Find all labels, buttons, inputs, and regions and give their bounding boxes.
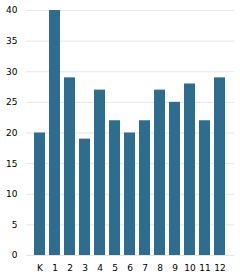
svg-text:12: 12 (214, 263, 225, 273)
svg-text:30: 30 (6, 67, 18, 77)
svg-text:7: 7 (142, 263, 148, 273)
svg-text:10: 10 (184, 263, 196, 273)
svg-text:35: 35 (6, 36, 17, 46)
svg-text:2: 2 (67, 263, 73, 273)
svg-text:3: 3 (82, 263, 88, 273)
svg-text:25: 25 (6, 97, 17, 107)
svg-text:5: 5 (12, 220, 18, 230)
svg-text:20: 20 (6, 128, 18, 138)
svg-text:6: 6 (127, 263, 133, 273)
svg-text:10: 10 (6, 189, 18, 199)
svg-text:40: 40 (6, 5, 18, 15)
svg-text:9: 9 (172, 263, 178, 273)
svg-text:4: 4 (97, 263, 103, 273)
svg-text:15: 15 (6, 159, 17, 169)
svg-text:1: 1 (52, 263, 58, 273)
svg-text:0: 0 (12, 250, 18, 260)
svg-text:11: 11 (199, 263, 210, 273)
svg-text:8: 8 (157, 263, 163, 273)
svg-text:5: 5 (112, 263, 118, 273)
svg-text:K: K (37, 263, 44, 273)
